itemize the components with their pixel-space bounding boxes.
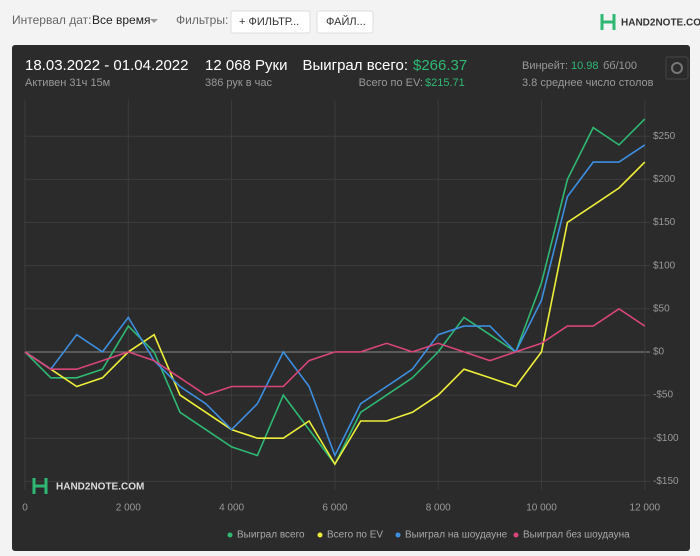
y-tick-label: -$50 [653,390,673,401]
hands-per-hour: 386 рук в час [205,77,273,89]
filter-button-text: + ФИЛЬТР... [239,16,299,28]
won-label: Выиграл всего: [302,57,408,74]
watermark: HAND2NOTE.COM [56,482,144,493]
x-tick-label: 8 000 [426,503,451,514]
active: Активен 31ч 15м [25,77,110,89]
file-button[interactable] [316,10,374,34]
legend-marker [317,532,323,538]
y-tick-label: $100 [653,260,676,271]
period: 18.03.2022 - 01.04.2022 [25,57,188,74]
date-select[interactable]: Все время [92,13,150,27]
filter-button[interactable] [230,10,311,34]
dropdown-arrow [150,19,158,23]
settings-button[interactable] [665,56,689,80]
y-tick-label: $0 [653,347,665,358]
hands: 12 068 Руки [205,57,288,74]
file-button-text: ФАЙЛ... [326,15,366,28]
settings-icon [671,62,683,74]
ev-label: Всего по EV: [359,77,423,89]
legend-label: Всего по EV [327,530,383,541]
x-tick-label: 10 000 [526,503,557,514]
tables: 3.8 среднее число столов [522,77,654,89]
won-value: $266.37 [413,57,467,74]
ev-value: $215.71 [425,77,465,89]
watermark-logo [32,478,48,494]
legend-marker [395,532,401,538]
x-tick-label: 12 000 [630,503,661,514]
winrate-value: 10.98 [571,60,599,72]
legend-marker [227,532,233,538]
y-tick-label: $200 [653,174,676,185]
x-tick-label: 6 000 [322,503,347,514]
y-tick-label: -$150 [653,476,679,487]
date-label: Интервал дат: [12,13,91,27]
y-tick-label: -$100 [653,433,679,444]
x-tick-label: 4 000 [219,503,244,514]
x-tick-label: 0 [22,503,28,514]
filters-label: Фильтры: [176,13,228,27]
legend-label: Выиграл всего [237,530,305,541]
series-line [24,144,646,458]
winrate-label: Винрейт: [522,60,568,72]
panel [12,45,690,551]
legend-marker [513,532,519,538]
legend-label: Выиграл без шоудауна [523,529,630,541]
y-tick-label: $50 [653,303,670,314]
plot: -$150 -$100 -$50 $0 $50 $100 $150 $200 $250 0 2 00… [22,100,679,541]
winrate-unit: бб/100 [603,60,637,72]
y-tick-label: $150 [653,217,676,228]
series-line [24,307,646,396]
y-tick-label: $250 [653,131,676,142]
legend-label: Выиграл на шоудауне [405,530,508,541]
x-tick-label: 2 000 [116,503,141,514]
brand: HAND2NOTE.COM [621,18,700,29]
brand-logo [600,14,616,30]
